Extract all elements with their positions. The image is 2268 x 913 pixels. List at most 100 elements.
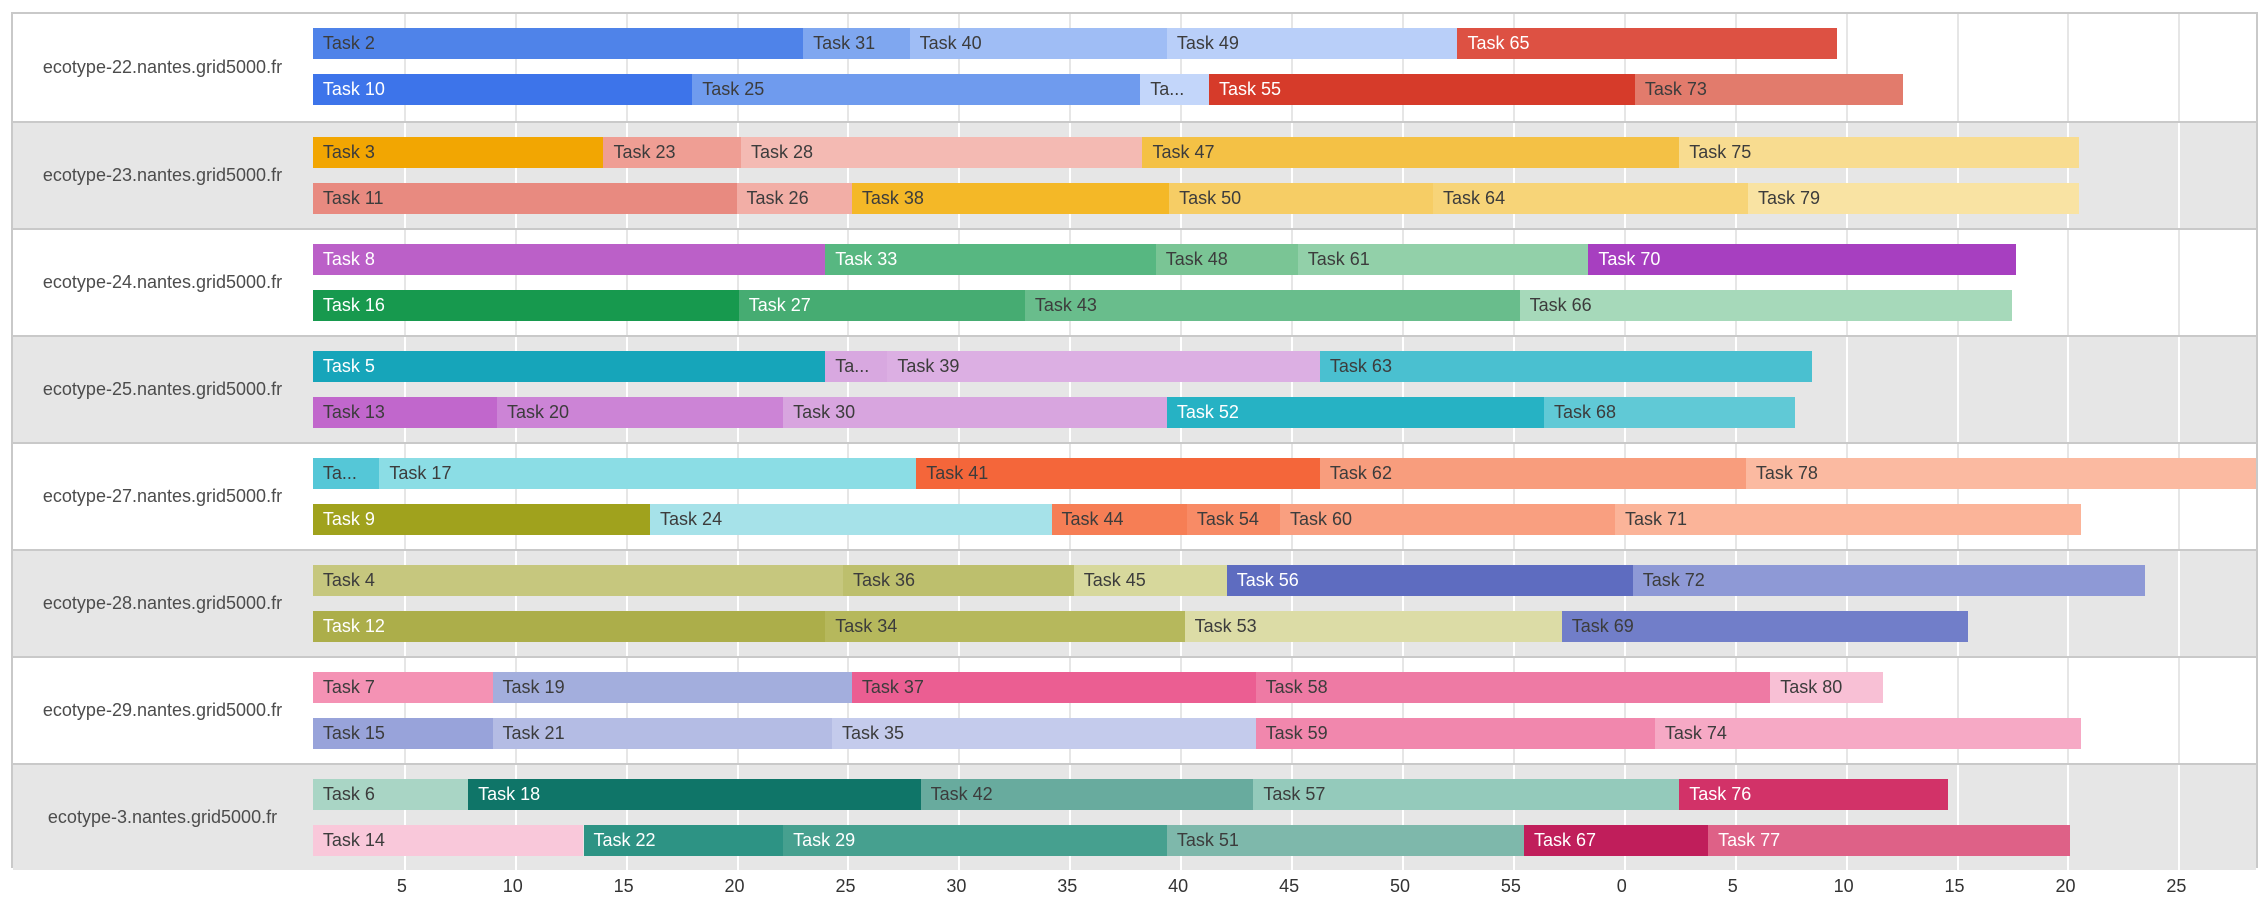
task-bar[interactable]: Task 26 [736,183,852,214]
task-bar[interactable]: Task 68 [1543,397,1795,428]
task-bar[interactable]: Task 50 [1169,183,1434,214]
gridline [1845,765,1848,870]
task-bar[interactable]: Task 53 [1184,611,1562,642]
task-bar[interactable]: Task 36 [843,565,1074,596]
task-bar[interactable]: Task 10 [312,74,693,105]
gridline [514,765,517,870]
task-bar[interactable]: Ta... [312,458,380,489]
task-bar[interactable]: Task 64 [1433,183,1749,214]
task-bar[interactable]: Task 67 [1524,825,1709,856]
task-bar[interactable]: Task 31 [803,28,910,59]
task-bar[interactable]: Task 29 [783,825,1167,856]
task-bar[interactable]: Task 63 [1319,351,1813,382]
task-bar[interactable]: Task 40 [909,28,1167,59]
x-axis-tick-label: 15 [1944,876,1965,896]
x-axis-tick-label: 25 [2166,876,2187,896]
task-bar[interactable]: Task 49 [1166,28,1458,59]
task-bar[interactable]: Task 66 [1519,290,2012,321]
task-bar[interactable]: Task 6 [312,779,469,810]
task-bar[interactable]: Task 62 [1319,458,1746,489]
gridline [625,337,628,442]
task-bar[interactable]: Task 75 [1679,137,2079,168]
task-bar[interactable]: Task 18 [468,779,921,810]
gridline [1291,337,1294,442]
task-bar[interactable]: Task 5 [312,351,826,382]
task-bar[interactable]: Task 79 [1748,183,2079,214]
machine-row: ecotype-25.nantes.grid5000.fr Task 5 Ta...… [13,335,2256,442]
task-bar[interactable]: Task 78 [1745,458,2256,489]
task-bar[interactable]: Task 80 [1770,672,1884,703]
gridline [1402,444,1404,549]
task-bar[interactable]: Task 34 [825,611,1185,642]
task-bar[interactable]: Task 76 [1679,779,1948,810]
task-bar[interactable]: Task 72 [1632,565,2146,596]
task-bar[interactable]: Task 60 [1280,504,1615,535]
task-bar[interactable]: Task 73 [1634,74,1904,105]
task-bar[interactable]: Task 8 [312,244,826,275]
task-bar[interactable]: Task 17 [379,458,917,489]
task-bar[interactable]: Task 28 [740,137,1143,168]
task-bar[interactable]: Task 61 [1297,244,1589,275]
task-bar[interactable]: Task 55 [1209,74,1635,105]
task-bar[interactable]: Task 35 [831,718,1256,749]
machine-lane-area: Task 5 Ta... Task 39 Task 63 Task 13 Task 20 T… [312,337,2256,442]
task-bar[interactable]: Task 77 [1708,825,2070,856]
gridline [2067,658,2070,763]
task-bar[interactable]: Task 2 [312,28,804,59]
gridline [1734,444,1737,549]
gridline [1402,337,1404,442]
task-bar[interactable]: Task 3 [312,137,604,168]
task-bar[interactable]: Task 38 [851,183,1170,214]
task-bar[interactable]: Task 33 [825,244,1156,275]
task-bar[interactable]: Task 65 [1457,28,1837,59]
task-bar[interactable]: Task 23 [603,137,741,168]
task-bar[interactable]: Task 45 [1073,565,1227,596]
task-bar[interactable]: Task 54 [1186,504,1280,535]
task-bar[interactable]: Task 39 [887,351,1320,382]
gridline [1845,658,1848,763]
task-bar[interactable]: Task 20 [496,397,784,428]
task-bar[interactable]: Task 27 [738,290,1025,321]
gridline [1402,551,1404,656]
task-bar[interactable]: Task 51 [1166,825,1524,856]
task-bar[interactable]: Task 16 [312,290,739,321]
gridline [847,123,850,228]
task-bar[interactable]: Task 4 [312,565,844,596]
gridline [736,444,739,549]
gridline [2067,337,2070,442]
task-bar[interactable]: Task 24 [650,504,1052,535]
task-bar[interactable]: Task 48 [1155,244,1298,275]
task-bar[interactable]: Task 57 [1253,779,1680,810]
task-bar[interactable]: Task 71 [1614,504,2081,535]
gridline [1512,337,1515,442]
task-bar[interactable]: Task 12 [312,611,826,642]
task-bar[interactable]: Task 15 [312,718,493,749]
task-bar[interactable]: Task 56 [1226,565,1633,596]
task-bar[interactable]: Ta... [1140,74,1209,105]
task-bar[interactable]: Task 58 [1255,672,1771,703]
task-bar[interactable]: Task 41 [916,458,1320,489]
task-bar[interactable]: Task 14 [312,825,584,856]
gridline [1845,551,1848,656]
task-bar[interactable]: Task 69 [1561,611,1968,642]
task-bar[interactable]: Task 52 [1166,397,1544,428]
task-bar[interactable]: Task 44 [1051,504,1187,535]
task-bar[interactable]: Task 7 [312,672,493,703]
task-bar[interactable]: Task 25 [692,74,1141,105]
task-bar[interactable]: Task 13 [312,397,497,428]
task-bar[interactable]: Task 37 [851,672,1256,703]
task-bar[interactable]: Task 43 [1024,290,1520,321]
task-bar[interactable]: Task 30 [783,397,1167,428]
task-bar[interactable]: Task 74 [1654,718,2081,749]
task-bar[interactable]: Task 21 [492,718,832,749]
task-bar[interactable]: Task 19 [492,672,852,703]
task-bar[interactable]: Task 11 [312,183,737,214]
task-bar[interactable]: Ta... [825,351,888,382]
task-bar[interactable]: Task 9 [312,504,651,535]
task-bar[interactable]: Task 22 [583,825,784,856]
gridline [1734,658,1737,763]
task-bar[interactable]: Task 59 [1255,718,1655,749]
task-bar[interactable]: Task 47 [1142,137,1680,168]
task-bar[interactable]: Task 42 [920,779,1254,810]
task-bar[interactable]: Task 70 [1588,244,2017,275]
